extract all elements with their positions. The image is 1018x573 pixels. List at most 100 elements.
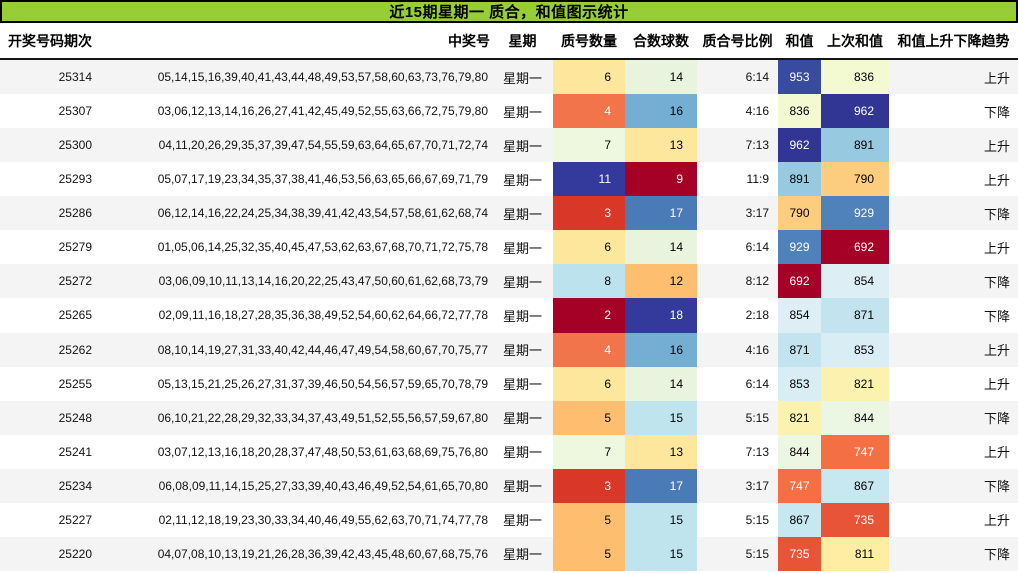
composite-count-cell: 17 xyxy=(625,196,697,231)
ratio-cell: 11:9 xyxy=(746,172,769,187)
composite-count-cell: 14 xyxy=(625,366,697,401)
table-row: 25227 02,11,12,18,19,23,30,33,34,40,46,4… xyxy=(0,502,1018,537)
sum-value-cell: 790 xyxy=(778,196,821,231)
winning-numbers-cell: 06,08,09,11,14,15,25,27,33,39,40,43,46,4… xyxy=(158,478,488,493)
winning-numbers-cell: 06,10,21,22,28,29,32,33,34,37,43,49,51,5… xyxy=(157,410,488,425)
prime-count-cell: 6 xyxy=(553,366,625,401)
prime-count-cell: 5 xyxy=(553,502,625,537)
sum-value-cell: 692 xyxy=(778,264,821,299)
col-header-period: 开奖号码期次 xyxy=(8,32,92,49)
prime-count-cell: 3 xyxy=(553,468,625,503)
sum-value-cell: 929 xyxy=(778,230,821,265)
prev-sum-value-cell: 844 xyxy=(821,400,889,435)
sum-value-cell: 854 xyxy=(778,298,821,333)
period-cell: 25241 xyxy=(58,444,92,459)
table-row: 25248 06,10,21,22,28,29,32,33,34,37,43,4… xyxy=(0,400,1018,435)
weekday-cell: 星期一 xyxy=(502,308,542,324)
prev-sum-value-cell: 836 xyxy=(821,60,889,95)
table-row: 25220 04,07,08,10,13,19,21,26,28,36,39,4… xyxy=(0,536,1018,571)
winning-numbers-cell: 01,05,06,14,25,32,35,40,45,47,53,62,63,6… xyxy=(157,240,488,255)
sum-value-cell: 853 xyxy=(778,366,821,401)
composite-count-cell: 9 xyxy=(625,162,697,197)
sum-value-cell: 836 xyxy=(778,94,821,129)
winning-numbers-cell: 05,14,15,16,39,40,41,43,44,48,49,53,57,5… xyxy=(157,70,488,85)
table-row: 25234 06,08,09,11,14,15,25,27,33,39,40,4… xyxy=(0,468,1018,503)
sum-value-cell: 891 xyxy=(778,162,821,197)
ratio-cell: 5:15 xyxy=(745,410,769,425)
prime-count-cell: 5 xyxy=(553,536,625,571)
weekday-cell: 星期一 xyxy=(502,343,542,359)
period-cell: 25234 xyxy=(58,478,92,493)
period-cell: 25265 xyxy=(58,308,92,323)
table-body: 25314 05,14,15,16,39,40,41,43,44,48,49,5… xyxy=(0,60,1018,571)
prev-sum-value-cell: 747 xyxy=(821,434,889,469)
prime-count-cell: 7 xyxy=(553,434,625,469)
period-cell: 25286 xyxy=(58,206,92,221)
col-header-ratio: 质合号比例 xyxy=(702,32,773,49)
prev-sum-value-cell: 854 xyxy=(821,264,889,299)
ratio-cell: 8:12 xyxy=(745,274,769,289)
weekday-cell: 星期一 xyxy=(502,547,542,563)
ratio-cell: 6:14 xyxy=(745,240,769,255)
trend-cell: 下降 xyxy=(983,274,1010,290)
trend-cell: 下降 xyxy=(983,104,1010,120)
page-title: 近15期星期一 质合，和值图示统计 xyxy=(0,0,1018,23)
trend-cell: 上升 xyxy=(983,138,1010,154)
prev-sum-value-cell: 811 xyxy=(821,536,889,571)
composite-count-cell: 15 xyxy=(625,536,697,571)
trend-cell: 下降 xyxy=(983,308,1010,324)
ratio-cell: 4:16 xyxy=(745,342,769,357)
period-cell: 25227 xyxy=(58,512,92,527)
ratio-cell: 2:18 xyxy=(745,308,769,323)
weekday-cell: 星期一 xyxy=(502,445,542,461)
sum-value-cell: 844 xyxy=(778,434,821,469)
table-row: 25265 02,09,11,16,18,27,28,35,36,38,49,5… xyxy=(0,298,1018,333)
composite-count-cell: 14 xyxy=(625,60,697,95)
composite-count-cell: 14 xyxy=(625,230,697,265)
period-cell: 25279 xyxy=(58,240,92,255)
trend-cell: 下降 xyxy=(983,547,1010,563)
ratio-cell: 5:15 xyxy=(745,546,769,561)
prime-count-cell: 8 xyxy=(553,264,625,299)
winning-numbers-cell: 05,13,15,21,25,26,27,31,37,39,46,50,54,5… xyxy=(157,376,488,391)
composite-count-cell: 13 xyxy=(625,128,697,163)
col-header-prev-sum: 上次和值 xyxy=(827,32,883,49)
composite-count-cell: 15 xyxy=(625,400,697,435)
winning-numbers-cell: 02,11,12,18,19,23,30,33,34,40,46,49,55,6… xyxy=(158,512,488,527)
prime-count-cell: 11 xyxy=(553,162,625,197)
winning-numbers-cell: 04,07,08,10,13,19,21,26,28,36,39,42,43,4… xyxy=(157,546,488,561)
prime-count-cell: 4 xyxy=(553,332,625,367)
sum-value-cell: 962 xyxy=(778,128,821,163)
trend-cell: 下降 xyxy=(983,411,1010,427)
table-row: 25307 03,06,12,13,14,16,26,27,41,42,45,4… xyxy=(0,94,1018,129)
sum-value-cell: 821 xyxy=(778,400,821,435)
ratio-cell: 3:17 xyxy=(745,206,769,221)
col-header-sum: 和值 xyxy=(785,32,814,49)
winning-numbers-cell: 06,12,14,16,22,24,25,34,38,39,41,42,43,5… xyxy=(157,206,488,221)
weekday-cell: 星期一 xyxy=(502,377,542,393)
col-header-numbers: 中奖号 xyxy=(448,32,490,49)
trend-cell: 上升 xyxy=(983,172,1010,188)
weekday-cell: 星期一 xyxy=(502,172,542,188)
ratio-cell: 5:15 xyxy=(745,512,769,527)
prev-sum-value-cell: 735 xyxy=(821,502,889,537)
prime-count-cell: 7 xyxy=(553,128,625,163)
col-header-trend: 和值上升下降趋势 xyxy=(897,32,1010,49)
sum-value-cell: 747 xyxy=(778,468,821,503)
trend-cell: 上升 xyxy=(983,240,1010,256)
ratio-cell: 6:14 xyxy=(745,376,769,391)
weekday-cell: 星期一 xyxy=(502,70,542,86)
trend-cell: 上升 xyxy=(983,70,1010,86)
period-cell: 25248 xyxy=(58,410,92,425)
composite-count-cell: 13 xyxy=(625,434,697,469)
prev-sum-value-cell: 853 xyxy=(821,332,889,367)
composite-count-cell: 15 xyxy=(625,502,697,537)
winning-numbers-cell: 05,07,17,19,23,34,35,37,38,41,46,53,56,6… xyxy=(157,172,488,187)
composite-count-cell: 17 xyxy=(625,468,697,503)
prime-count-cell: 5 xyxy=(553,400,625,435)
period-cell: 25220 xyxy=(58,546,92,561)
composite-count-cell: 18 xyxy=(625,298,697,333)
period-cell: 25272 xyxy=(58,274,92,289)
prev-sum-value-cell: 790 xyxy=(821,162,889,197)
